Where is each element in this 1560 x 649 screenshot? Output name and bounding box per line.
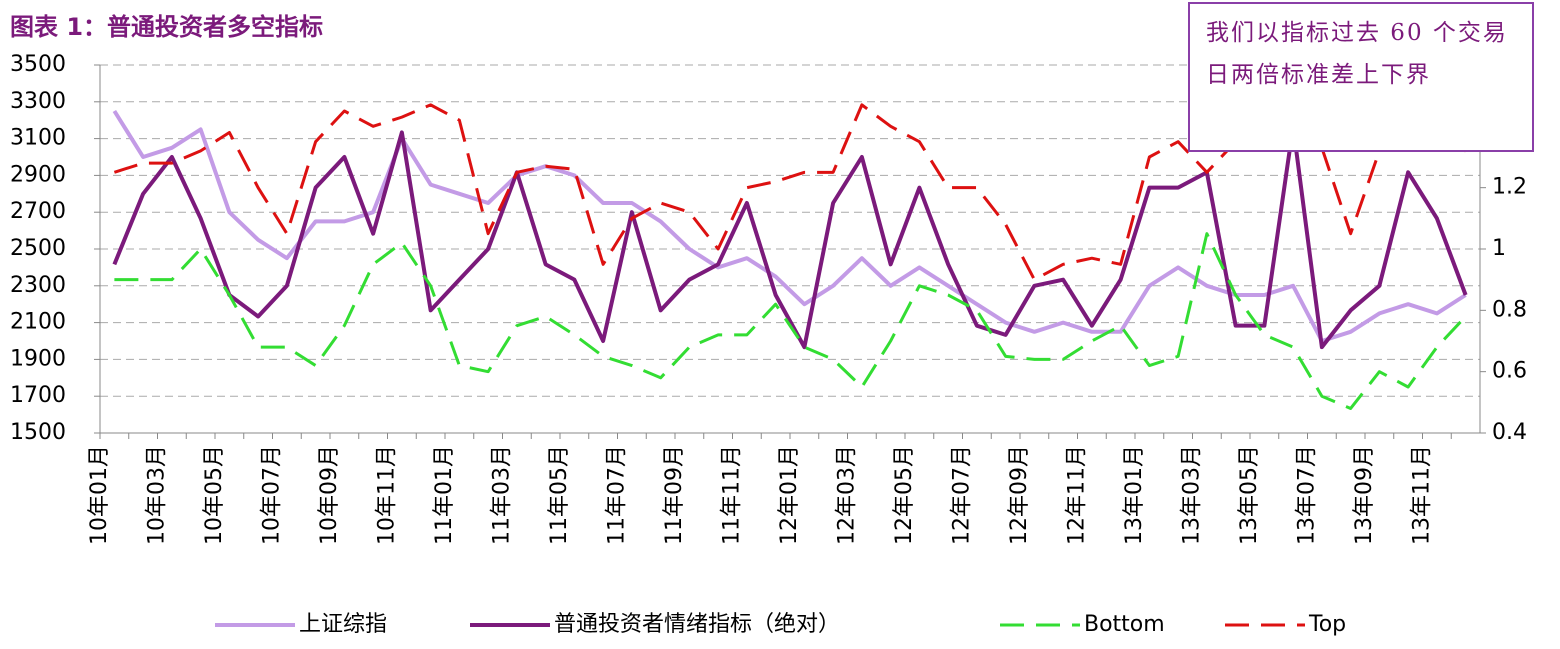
x-tick-label: 11年11月 [720, 445, 745, 545]
x-tick-label: 12年05月 [892, 445, 917, 545]
x-tick-label: 13年11月 [1410, 445, 1435, 545]
y-tick-label: 3500 [10, 52, 66, 77]
y-tick-label: 3300 [10, 89, 66, 114]
x-tick-label: 10年05月 [202, 445, 227, 545]
y-tick-label: 1900 [10, 346, 66, 371]
line-series [114, 232, 1467, 410]
x-tick-label: 10年03月 [145, 445, 170, 545]
x-tick-label: 13年03月 [1180, 445, 1205, 545]
y-tick-label: 2100 [10, 310, 66, 335]
y-tick-label: 2900 [10, 162, 66, 187]
y-tick-label: 2500 [10, 236, 66, 261]
line-series [112, 124, 1468, 350]
y2-tick-label: 0.8 [1492, 297, 1527, 322]
x-tick-label: 11年03月 [490, 445, 515, 545]
x-tick-label: 11年07月 [605, 445, 630, 545]
x-tick-label: 12年09月 [1007, 445, 1032, 545]
line-series [113, 103, 1467, 282]
y-tick-label: 1500 [10, 420, 66, 445]
legend-label: 普通投资者情绪指标（绝对） [554, 612, 840, 637]
x-tick-label: 13年09月 [1352, 445, 1377, 545]
x-tick-label: 11年09月 [662, 445, 687, 545]
y2-tick-label: 0.6 [1492, 359, 1527, 384]
x-tick-label: 13年07月 [1295, 445, 1320, 545]
line-series [112, 109, 1467, 343]
y2-tick-label: 0.4 [1492, 420, 1527, 445]
x-tick-label: 11年05月 [547, 445, 572, 545]
x-tick-label: 12年11月 [1065, 445, 1090, 545]
y-tick-label: 1700 [10, 383, 66, 408]
x-tick-label: 11年01月 [432, 445, 457, 545]
y-tick-label: 2300 [10, 273, 66, 298]
legend-label: Bottom [1084, 612, 1165, 637]
annotation: 我们以指标过去 60 个交易日两倍标准差上下界 [1188, 2, 1534, 152]
x-tick-label: 12年03月 [835, 445, 860, 545]
x-tick-label: 13年01月 [1122, 445, 1147, 545]
x-tick-label: 10年07月 [260, 445, 285, 545]
y-tick-label: 3100 [10, 126, 66, 151]
y-tick-label: 2700 [10, 199, 66, 224]
x-tick-label: 13年05月 [1237, 445, 1262, 545]
y2-tick-label: 1.2 [1492, 175, 1527, 200]
x-tick-label: 10年11月 [375, 445, 400, 545]
legend-label: 上证综指 [299, 612, 387, 637]
x-tick-label: 10年09月 [317, 445, 342, 545]
x-tick-label: 12年01月 [777, 445, 802, 545]
x-tick-label: 10年01月 [87, 445, 112, 545]
chart-title: 图表 1：普通投资者多空指标 [10, 13, 323, 41]
legend-label: Top [1308, 612, 1346, 637]
x-tick-label: 12年07月 [950, 445, 975, 545]
y2-tick-label: 1 [1492, 236, 1506, 261]
